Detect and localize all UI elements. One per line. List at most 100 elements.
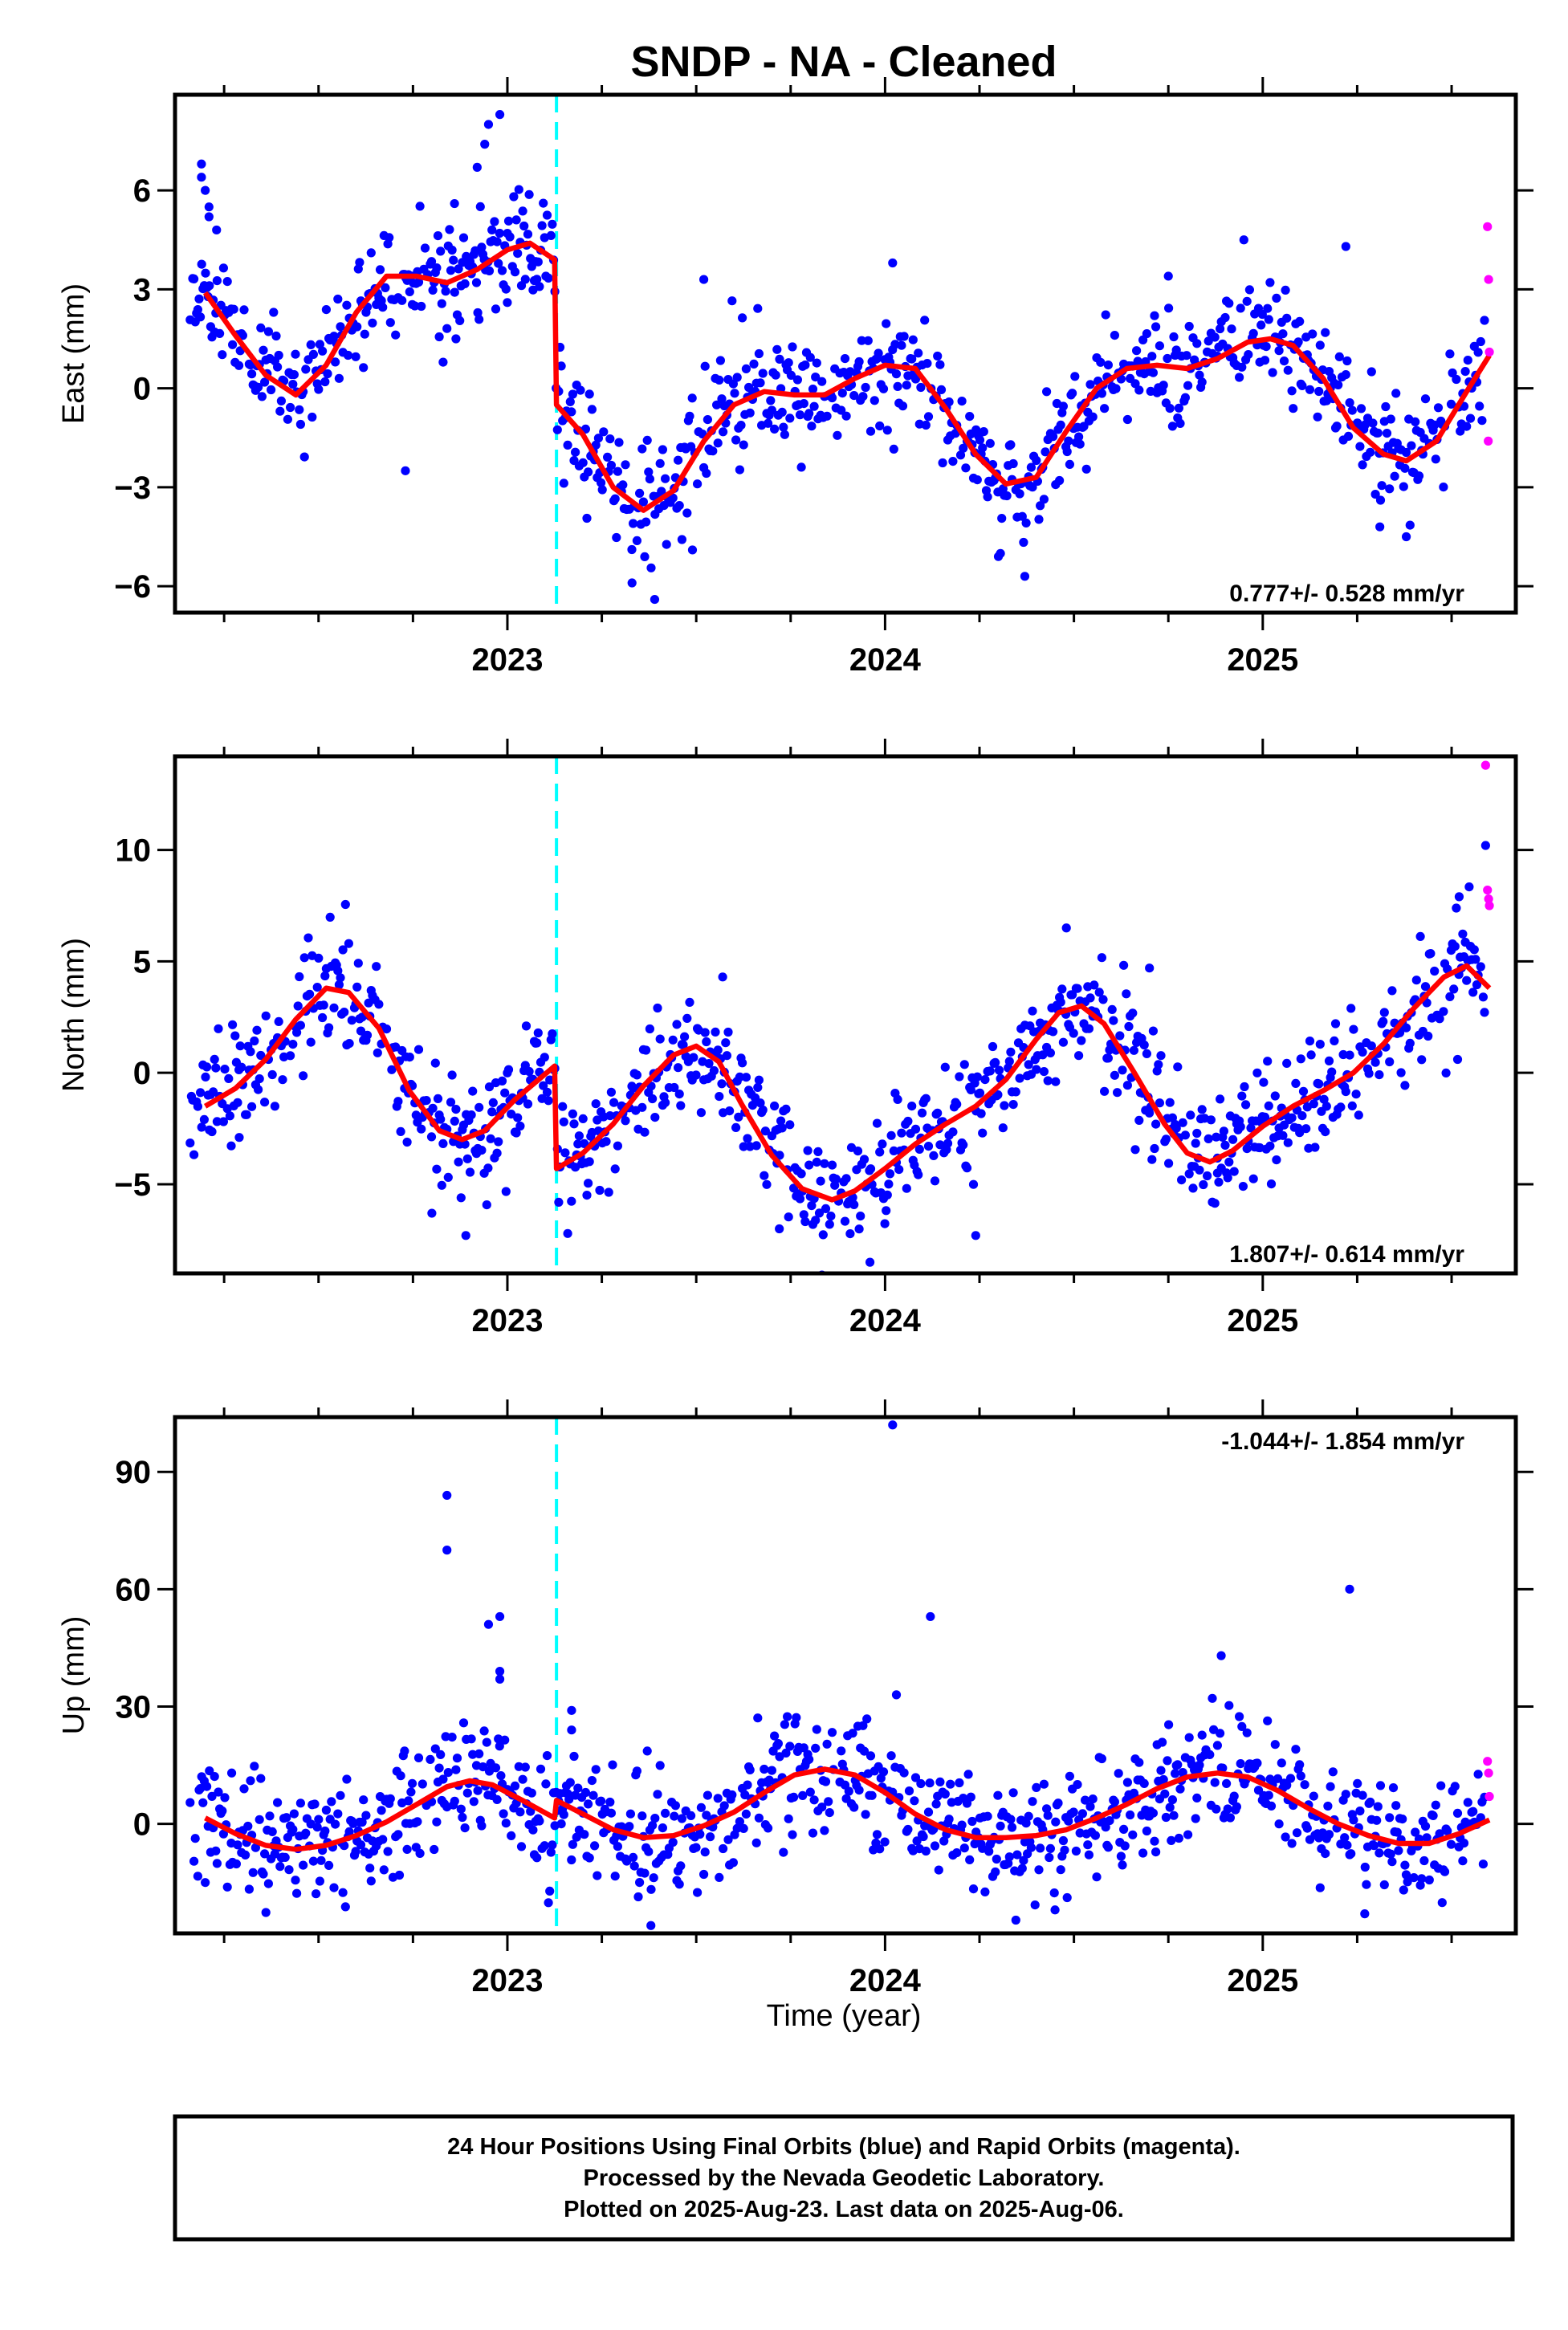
north-final-point [542, 1087, 552, 1097]
east-final-point [1272, 293, 1281, 303]
north-final-point [450, 1116, 459, 1126]
north-final-point [1224, 1157, 1234, 1167]
up-final-point [314, 1815, 324, 1824]
east-final-point [822, 411, 832, 421]
east-final-point [1382, 429, 1392, 438]
east-final-point [865, 426, 876, 436]
up-final-point [1459, 1839, 1469, 1848]
north-final-point [312, 983, 322, 992]
up-final-point [597, 1796, 606, 1806]
up-final-point [587, 1776, 597, 1786]
up-final-point [753, 1713, 763, 1723]
north-final-point [1441, 1068, 1451, 1077]
up-final-point [912, 1836, 922, 1846]
east-final-point [889, 444, 898, 454]
north-final-point [668, 1035, 678, 1045]
up-final-point [713, 1794, 723, 1803]
up-final-point [1282, 1780, 1292, 1790]
east-final-point [959, 443, 968, 453]
north-final-point [413, 1045, 424, 1054]
up-final-point [1295, 1760, 1305, 1770]
north-final-point [1346, 1004, 1356, 1013]
north-final-point [1165, 1098, 1175, 1107]
north-final-point [1430, 966, 1440, 976]
east-final-point [472, 162, 482, 172]
up-final-point [959, 1843, 969, 1853]
east-final-point [1391, 389, 1401, 398]
up-final-point [811, 1743, 821, 1753]
north-final-point [640, 1127, 650, 1137]
north-final-point [340, 899, 350, 910]
up-final-point [983, 1811, 992, 1821]
east-final-point [1175, 418, 1185, 429]
up-final-point [250, 1843, 260, 1852]
up-final-point [798, 1790, 808, 1800]
up-final-point [646, 1921, 656, 1930]
east-final-point [1473, 348, 1483, 357]
up-final-point [934, 1865, 943, 1875]
east-final-point [1257, 309, 1267, 320]
up-final-point [872, 1830, 882, 1839]
north-final-point [1128, 1008, 1138, 1018]
up-final-point [495, 1667, 505, 1676]
north-final-point [1462, 976, 1472, 985]
up-final-point [1237, 1721, 1247, 1731]
up-final-point [700, 1847, 710, 1857]
up-final-point [406, 1787, 416, 1797]
up-final-point [479, 1726, 489, 1736]
up-final-point [767, 1766, 777, 1775]
east-final-point [193, 305, 202, 315]
east-final-point [385, 318, 395, 328]
up-final-point [312, 1823, 322, 1832]
up-final-point [1039, 1779, 1049, 1789]
up-final-point [1045, 1843, 1055, 1853]
east-final-point [397, 295, 407, 305]
north-final-point [1089, 980, 1099, 990]
up-final-point [1165, 1802, 1175, 1812]
north-final-point [1295, 1128, 1305, 1138]
up-final-point [280, 1852, 290, 1862]
east-final-point [514, 185, 523, 194]
north-final-point [1309, 1099, 1318, 1109]
east-final-point [807, 422, 817, 431]
up-final-point [379, 1865, 389, 1875]
north-final-point [991, 1057, 1000, 1067]
north-final-point [1358, 1047, 1367, 1057]
up-final-point [340, 1902, 350, 1912]
north-final-point [540, 1053, 549, 1062]
north-final-point [1341, 1087, 1350, 1097]
up-final-point [785, 1741, 795, 1751]
east-final-point [532, 275, 542, 284]
north-final-point [438, 1139, 448, 1148]
up-final-point [1208, 1693, 1217, 1703]
north-final-point [1345, 1050, 1354, 1060]
up-final-point [696, 1802, 707, 1812]
east-final-point [1195, 370, 1204, 380]
up-final-point [499, 1809, 508, 1819]
up-final-point [344, 1827, 354, 1836]
up-final-point [1174, 1833, 1183, 1843]
east-final-point [1401, 532, 1411, 542]
up-final-point [1175, 1784, 1185, 1794]
up-final-point [1263, 1716, 1273, 1725]
up-final-point [640, 1868, 650, 1878]
east-final-point [1462, 422, 1472, 431]
north-final-point [753, 1082, 763, 1092]
north-final-point [854, 1224, 864, 1234]
east-final-point [267, 385, 276, 395]
east-final-point [1074, 432, 1084, 442]
east-final-point [1295, 316, 1305, 326]
east-final-point [985, 438, 995, 448]
east-final-point [342, 300, 352, 310]
north-final-point [340, 1008, 349, 1017]
east-y-tick-label: 6 [133, 173, 151, 209]
up-final-point [1443, 1826, 1452, 1836]
east-final-point [275, 406, 285, 416]
east-final-point [728, 379, 739, 389]
up-final-point [1232, 1802, 1241, 1811]
east-final-point [204, 202, 214, 212]
x-axis-label: Time (year) [767, 1999, 922, 2033]
north-final-point [1049, 1027, 1058, 1037]
north-final-point [910, 1124, 921, 1134]
north-final-point [196, 1088, 206, 1098]
